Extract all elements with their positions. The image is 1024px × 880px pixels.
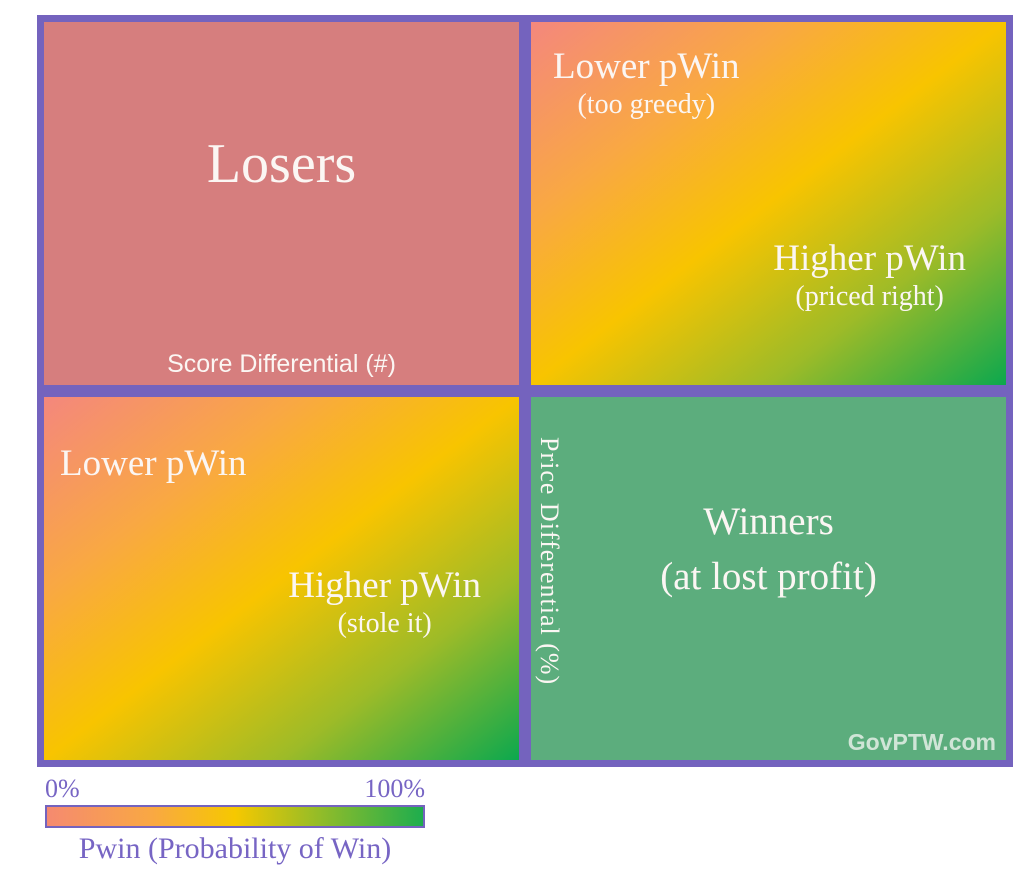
legend-min-label: 0% xyxy=(45,774,80,803)
top-right-higher-pwin-block: Higher pWin (priced right) xyxy=(773,238,966,313)
winners-title: Winners (at lost profit) xyxy=(531,495,1006,604)
bottom-left-higher-pwin-block: Higher pWin (stole it) xyxy=(288,565,481,640)
losers-title: Losers xyxy=(206,133,357,195)
legend-max-label: 100% xyxy=(364,774,425,803)
top-right-higher-pwin-label: Higher pWin xyxy=(773,238,966,279)
legend-gradient-bar xyxy=(45,805,425,828)
y-axis-label: Price Differential (%) xyxy=(535,437,564,686)
quadrant-bottom-left: Lower pWin Higher pWin (stole it) xyxy=(44,397,519,760)
top-right-higher-pwin-note: (priced right) xyxy=(795,280,944,312)
quadrant-losers: Losers Score Differential (#) xyxy=(44,22,519,385)
bottom-left-lower-pwin-block: Lower pWin xyxy=(60,443,247,486)
bottom-left-higher-pwin-label: Higher pWin xyxy=(288,565,481,606)
quadrant-top-right: Lower pWin (too greedy) Higher pWin (pri… xyxy=(531,22,1006,385)
quadrant-winners: Price Differential (%) Winners (at lost … xyxy=(531,397,1006,760)
top-right-lower-pwin-note: (too greedy) xyxy=(577,88,716,120)
legend-scale-labels: 0% 100% xyxy=(45,776,425,802)
bottom-left-lower-pwin-label: Lower pWin xyxy=(60,443,247,484)
top-right-lower-pwin-block: Lower pWin (too greedy) xyxy=(553,46,740,121)
x-axis-label: Score Differential (#) xyxy=(167,350,396,378)
legend-caption: Pwin (Probability of Win) xyxy=(78,832,392,865)
watermark: GovPTW.com xyxy=(847,729,996,755)
pwin-legend: 0% 100% Pwin (Probability of Win) xyxy=(45,776,425,865)
quadrant-frame: Losers Score Differential (#) Lower pWin… xyxy=(37,15,1013,767)
top-right-lower-pwin-label: Lower pWin xyxy=(553,46,740,87)
winners-title-line1: Winners xyxy=(703,500,834,543)
bottom-left-higher-pwin-note: (stole it) xyxy=(337,607,432,639)
winners-title-line2: (at lost profit) xyxy=(660,554,877,598)
